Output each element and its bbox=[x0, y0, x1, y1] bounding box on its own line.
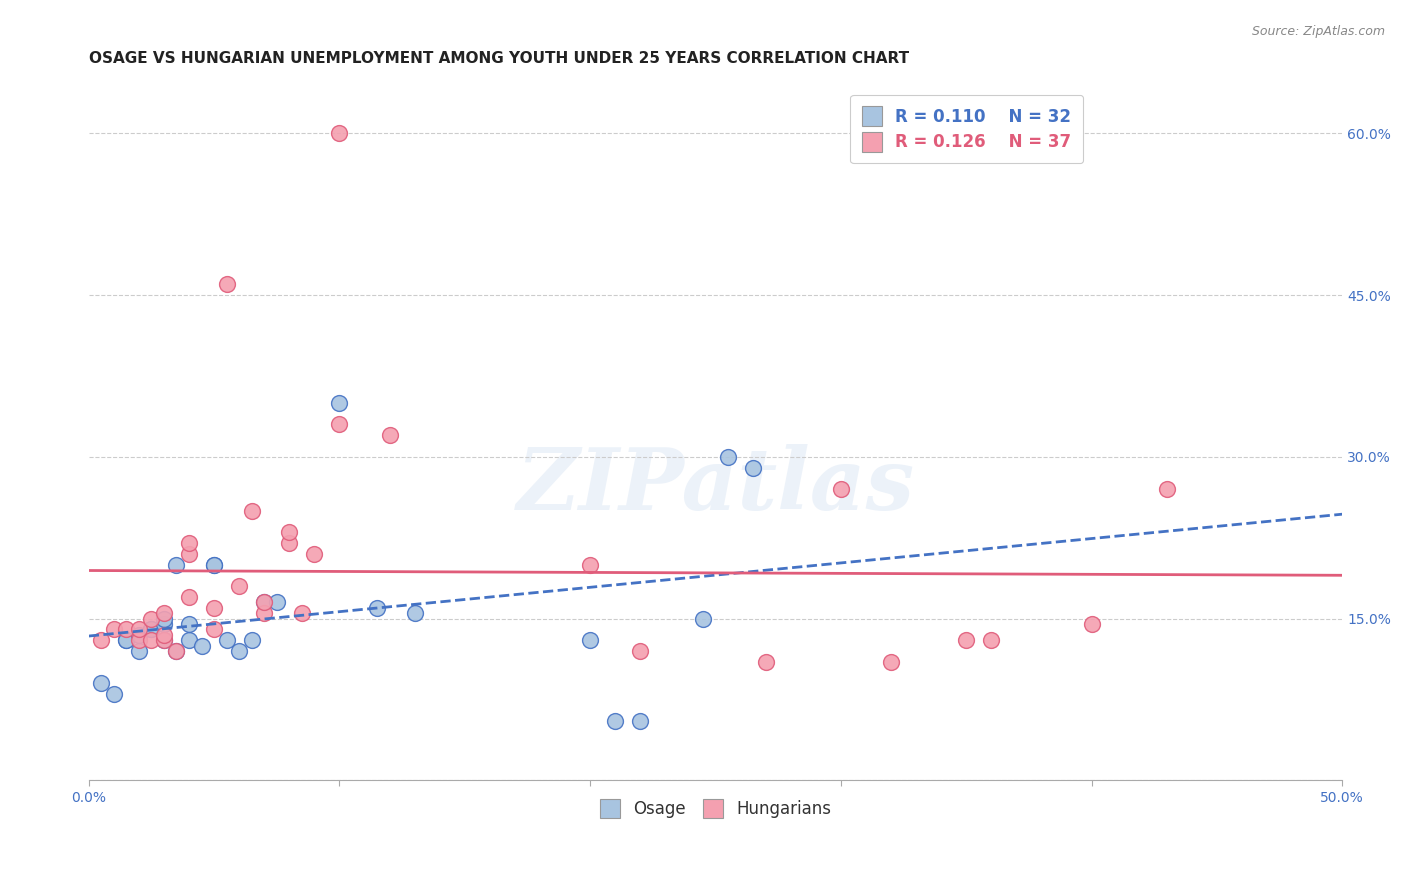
Point bbox=[202, 558, 225, 572]
Point bbox=[880, 655, 903, 669]
Point bbox=[141, 623, 163, 637]
Point bbox=[830, 482, 852, 496]
Point bbox=[141, 633, 163, 648]
Point bbox=[153, 633, 176, 648]
Point bbox=[190, 639, 212, 653]
Point bbox=[228, 579, 250, 593]
Point bbox=[103, 623, 125, 637]
Point bbox=[153, 633, 176, 648]
Point bbox=[202, 623, 225, 637]
Point bbox=[128, 633, 150, 648]
Point bbox=[253, 595, 276, 609]
Point bbox=[278, 536, 301, 550]
Point bbox=[202, 558, 225, 572]
Point bbox=[153, 611, 176, 625]
Point bbox=[291, 606, 314, 620]
Point bbox=[115, 633, 138, 648]
Point bbox=[153, 616, 176, 631]
Point bbox=[605, 714, 627, 728]
Point bbox=[177, 616, 200, 631]
Point bbox=[253, 595, 276, 609]
Point bbox=[1080, 616, 1102, 631]
Point bbox=[128, 623, 150, 637]
Text: ZIPatlas: ZIPatlas bbox=[516, 444, 914, 528]
Point bbox=[717, 450, 740, 464]
Point bbox=[278, 525, 301, 540]
Point bbox=[166, 644, 188, 658]
Point bbox=[692, 611, 714, 625]
Point bbox=[153, 628, 176, 642]
Point bbox=[202, 600, 225, 615]
Point bbox=[115, 633, 138, 648]
Point bbox=[177, 547, 200, 561]
Point bbox=[378, 428, 401, 442]
Point bbox=[141, 611, 163, 625]
Point bbox=[177, 590, 200, 604]
Point bbox=[328, 126, 350, 140]
Point bbox=[153, 606, 176, 620]
Point bbox=[128, 644, 150, 658]
Point bbox=[90, 676, 112, 690]
Point bbox=[1156, 482, 1178, 496]
Point bbox=[240, 504, 263, 518]
Point bbox=[980, 633, 1002, 648]
Text: OSAGE VS HUNGARIAN UNEMPLOYMENT AMONG YOUTH UNDER 25 YEARS CORRELATION CHART: OSAGE VS HUNGARIAN UNEMPLOYMENT AMONG YO… bbox=[89, 51, 908, 66]
Point bbox=[328, 396, 350, 410]
Point bbox=[166, 558, 188, 572]
Legend: Osage, Hungarians: Osage, Hungarians bbox=[593, 792, 838, 824]
Point bbox=[177, 536, 200, 550]
Point bbox=[166, 644, 188, 658]
Point bbox=[240, 633, 263, 648]
Point bbox=[628, 644, 651, 658]
Text: Source: ZipAtlas.com: Source: ZipAtlas.com bbox=[1251, 25, 1385, 38]
Point bbox=[228, 644, 250, 658]
Point bbox=[755, 655, 778, 669]
Point bbox=[628, 714, 651, 728]
Point bbox=[304, 547, 326, 561]
Point bbox=[328, 417, 350, 432]
Point bbox=[141, 623, 163, 637]
Point bbox=[115, 623, 138, 637]
Point bbox=[215, 277, 238, 292]
Point bbox=[266, 595, 288, 609]
Point bbox=[955, 633, 977, 648]
Point bbox=[404, 606, 426, 620]
Point bbox=[177, 633, 200, 648]
Point bbox=[579, 558, 602, 572]
Point bbox=[579, 633, 602, 648]
Point bbox=[366, 600, 388, 615]
Point bbox=[90, 633, 112, 648]
Point bbox=[742, 460, 765, 475]
Point bbox=[253, 606, 276, 620]
Point bbox=[215, 633, 238, 648]
Point bbox=[128, 628, 150, 642]
Point bbox=[103, 687, 125, 701]
